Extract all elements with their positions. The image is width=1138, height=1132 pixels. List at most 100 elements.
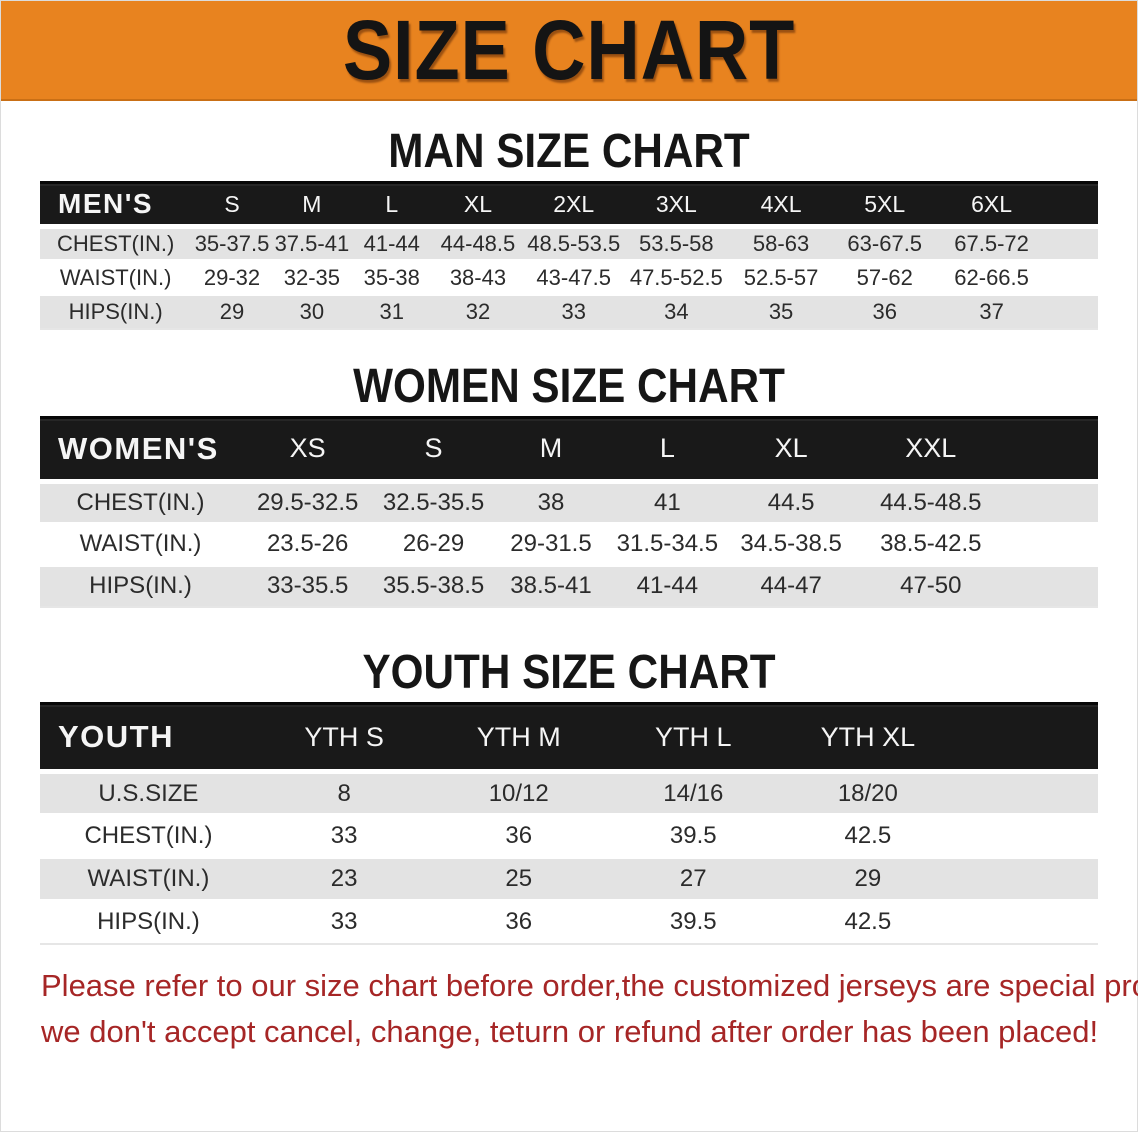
youth-header-row: YOUTH YTH S YTH M YTH L YTH XL <box>40 702 1098 774</box>
size-column-header: M <box>492 415 610 483</box>
spacer-cell <box>955 900 1098 945</box>
size-value: 18/20 <box>780 769 956 816</box>
men-header-row: MEN'S S M L XL 2XL 3XL 4XL 5XL 6XL <box>40 181 1098 229</box>
size-value: 47-50 <box>856 565 1005 608</box>
spacer-cell <box>955 769 1098 816</box>
size-value: 29-32 <box>191 260 273 296</box>
disclaimer-text: Please refer to our size chart before or… <box>1 963 1138 1055</box>
size-value: 39.5 <box>606 900 781 945</box>
measure-label: HIPS(IN.) <box>40 294 192 330</box>
women-header-row: WOMEN'S XS S M L XL XXL <box>40 415 1098 483</box>
size-column-header: XS <box>241 415 375 483</box>
measure-label: HIPS(IN.) <box>40 565 242 608</box>
banner: SIZE CHART <box>1 1 1137 101</box>
size-value: 67.5-72 <box>936 224 1048 262</box>
size-value: 32 <box>432 294 524 330</box>
size-value: 29.5-32.5 <box>241 478 375 525</box>
table-row: HIPS(IN.) 33 36 39.5 42.5 <box>40 900 1098 945</box>
size-value: 33-35.5 <box>241 565 375 608</box>
spacer-cell <box>1047 260 1098 296</box>
size-value: 42.5 <box>780 814 956 859</box>
size-value: 44.5-48.5 <box>856 478 1005 525</box>
size-value: 31 <box>351 294 433 330</box>
size-value: 36 <box>431 814 606 859</box>
size-value: 27 <box>606 857 781 902</box>
size-column-header: XL <box>725 415 857 483</box>
spacer-cell <box>1004 415 1098 483</box>
table-row: CHEST(IN.) 35-37.5 37.5-41 41-44 44-48.5 48.5… <box>40 224 1098 262</box>
table-row: HIPS(IN.) 33-35.5 35.5-38.5 38.5-41 41-44 44-… <box>40 565 1098 608</box>
size-column-header: L <box>609 415 726 483</box>
size-value: 38.5-41 <box>492 565 610 608</box>
size-column-header: XL <box>432 181 524 229</box>
size-value: 23 <box>256 857 432 902</box>
size-column-header: YTH L <box>606 702 781 774</box>
size-value: 37 <box>936 294 1048 330</box>
disclaimer-line-2: we don't accept cancel, change, teturn o… <box>41 1013 1099 1049</box>
size-column-header: S <box>374 415 493 483</box>
table-row: WAIST(IN.) 23.5-26 26-29 29-31.5 31.5-34.5 34… <box>40 523 1098 567</box>
disclaimer-line-1: Please refer to our size chart before or… <box>41 967 1138 1003</box>
group-label-header: YOUTH <box>40 702 257 774</box>
table-row: CHEST(IN.) 33 36 39.5 42.5 <box>40 814 1098 859</box>
size-value: 34 <box>623 294 729 330</box>
measure-label: WAIST(IN.) <box>40 260 192 296</box>
size-value: 38 <box>492 478 610 525</box>
size-value: 10/12 <box>431 769 606 816</box>
size-value: 32.5-35.5 <box>374 478 493 525</box>
group-label-header: WOMEN'S <box>40 415 242 483</box>
men-section-heading: MAN SIZE CHART <box>388 125 750 178</box>
size-value: 36 <box>833 294 937 330</box>
size-value: 23.5-26 <box>241 523 375 567</box>
size-value: 62-66.5 <box>936 260 1048 296</box>
size-value: 26-29 <box>374 523 493 567</box>
spacer-cell <box>955 702 1098 774</box>
size-value: 38.5-42.5 <box>856 523 1005 567</box>
size-value: 41-44 <box>609 565 726 608</box>
size-value: 53.5-58 <box>623 224 729 262</box>
size-value: 44.5 <box>725 478 857 525</box>
size-value: 8 <box>256 769 432 816</box>
size-column-header: S <box>191 181 273 229</box>
size-value: 37.5-41 <box>272 224 352 262</box>
size-value: 25 <box>431 857 606 902</box>
size-column-header: 6XL <box>936 181 1048 229</box>
measure-label: CHEST(IN.) <box>40 478 242 525</box>
size-column-header: 4XL <box>728 181 834 229</box>
size-value: 41 <box>609 478 726 525</box>
size-value: 58-63 <box>728 224 834 262</box>
men-size-table: MEN'S S M L XL 2XL 3XL 4XL 5XL 6XL CHEST(IN.) 35-3… <box>40 181 1098 330</box>
size-column-header: YTH S <box>256 702 432 774</box>
size-value: 33 <box>256 900 432 945</box>
spacer-cell <box>1047 181 1098 229</box>
size-value: 35.5-38.5 <box>374 565 493 608</box>
spacer-cell <box>1004 565 1098 608</box>
table-row: WAIST(IN.) 29-32 32-35 35-38 38-43 43-47.5 47.… <box>40 260 1098 296</box>
spacer-cell <box>1047 224 1098 262</box>
size-column-header: 2XL <box>523 181 624 229</box>
banner-title: SIZE CHART <box>342 3 796 97</box>
table-row: WAIST(IN.) 23 25 27 29 <box>40 857 1098 902</box>
size-value: 35 <box>728 294 834 330</box>
size-column-header: L <box>351 181 433 229</box>
spacer-cell <box>955 857 1098 902</box>
size-value: 29-31.5 <box>492 523 610 567</box>
spacer-cell <box>1004 523 1098 567</box>
measure-label: CHEST(IN.) <box>40 224 192 262</box>
size-value: 33 <box>523 294 624 330</box>
spacer-cell <box>1004 478 1098 525</box>
size-column-header: M <box>272 181 352 229</box>
table-row: CHEST(IN.) 29.5-32.5 32.5-35.5 38 41 44.5 44.5… <box>40 478 1098 525</box>
size-value: 38-43 <box>432 260 524 296</box>
size-value: 39.5 <box>606 814 781 859</box>
size-value: 47.5-52.5 <box>623 260 729 296</box>
women-size-table: WOMEN'S XS S M L XL XXL CHEST(IN.) 29.5-32.5 32.… <box>40 415 1098 608</box>
measure-label: CHEST(IN.) <box>40 814 257 859</box>
measure-label: WAIST(IN.) <box>40 857 257 902</box>
size-value: 48.5-53.5 <box>523 224 624 262</box>
size-value: 29 <box>191 294 273 330</box>
measure-label: U.S.SIZE <box>40 769 257 816</box>
size-value: 32-35 <box>272 260 352 296</box>
women-section-heading: WOMEN SIZE CHART <box>353 359 785 413</box>
